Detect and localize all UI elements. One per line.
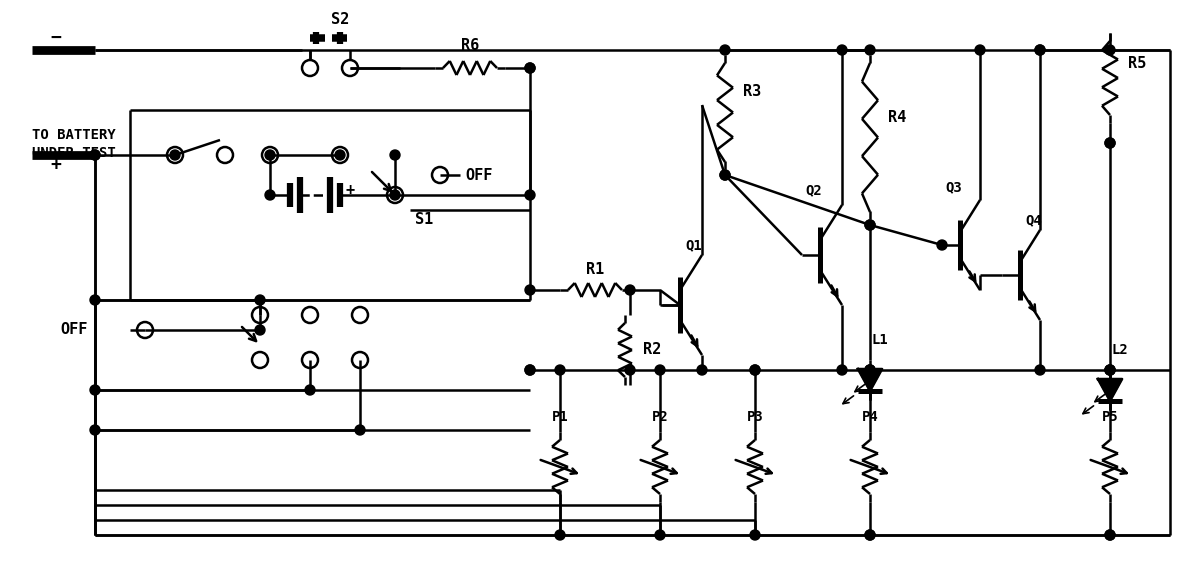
Circle shape xyxy=(721,170,730,180)
Circle shape xyxy=(750,365,760,375)
Circle shape xyxy=(1036,45,1045,55)
Circle shape xyxy=(975,45,985,55)
Circle shape xyxy=(305,385,315,395)
Circle shape xyxy=(525,365,534,375)
Text: L1: L1 xyxy=(872,333,889,347)
Circle shape xyxy=(750,530,760,540)
Circle shape xyxy=(525,285,534,295)
Text: S1: S1 xyxy=(415,212,433,227)
Circle shape xyxy=(865,365,874,375)
Circle shape xyxy=(625,365,635,375)
Circle shape xyxy=(89,150,100,160)
Text: P4: P4 xyxy=(861,410,878,424)
Circle shape xyxy=(865,365,874,375)
Circle shape xyxy=(697,365,707,375)
Text: R6: R6 xyxy=(460,38,480,54)
Circle shape xyxy=(525,63,534,73)
Circle shape xyxy=(555,365,565,375)
Circle shape xyxy=(865,220,874,230)
Circle shape xyxy=(837,45,847,55)
Text: P3: P3 xyxy=(747,410,764,424)
Text: L2: L2 xyxy=(1112,343,1129,357)
Circle shape xyxy=(721,45,730,55)
Circle shape xyxy=(1036,45,1045,55)
Text: UNDER TEST: UNDER TEST xyxy=(32,146,116,160)
Text: S2: S2 xyxy=(330,13,350,27)
Text: −: − xyxy=(50,29,61,47)
Circle shape xyxy=(89,425,100,435)
Circle shape xyxy=(525,365,534,375)
Polygon shape xyxy=(1098,379,1123,401)
Circle shape xyxy=(1105,45,1115,55)
Circle shape xyxy=(1105,530,1115,540)
Circle shape xyxy=(1105,365,1115,375)
Circle shape xyxy=(865,45,874,55)
Text: Q2: Q2 xyxy=(805,183,822,197)
Text: Q3: Q3 xyxy=(945,180,962,194)
Circle shape xyxy=(265,190,276,200)
Circle shape xyxy=(525,190,534,200)
Text: Q4: Q4 xyxy=(1025,213,1041,227)
Text: TO BATTERY: TO BATTERY xyxy=(32,128,116,142)
Text: +: + xyxy=(50,156,61,174)
Circle shape xyxy=(750,365,760,375)
Circle shape xyxy=(525,63,534,73)
Circle shape xyxy=(865,530,874,540)
Circle shape xyxy=(937,240,947,250)
Text: R1: R1 xyxy=(586,263,604,278)
Circle shape xyxy=(865,365,874,375)
Circle shape xyxy=(655,530,665,540)
Circle shape xyxy=(721,170,730,180)
Circle shape xyxy=(1105,530,1115,540)
Circle shape xyxy=(865,530,874,540)
Circle shape xyxy=(89,295,100,305)
Polygon shape xyxy=(858,369,882,391)
Circle shape xyxy=(255,325,265,335)
Text: R3: R3 xyxy=(743,85,761,99)
Circle shape xyxy=(865,220,874,230)
Text: R5: R5 xyxy=(1129,55,1146,70)
Circle shape xyxy=(89,150,100,160)
Circle shape xyxy=(837,365,847,375)
Text: Q1: Q1 xyxy=(685,238,701,252)
Circle shape xyxy=(265,150,276,160)
Circle shape xyxy=(390,190,400,200)
Circle shape xyxy=(1105,138,1115,148)
Circle shape xyxy=(169,150,180,160)
Circle shape xyxy=(625,285,635,295)
Circle shape xyxy=(555,530,565,540)
Text: P1: P1 xyxy=(551,410,568,424)
Text: R2: R2 xyxy=(643,343,661,357)
Circle shape xyxy=(655,365,665,375)
Circle shape xyxy=(1105,365,1115,375)
Circle shape xyxy=(255,295,265,305)
Text: R4: R4 xyxy=(888,110,907,124)
Text: P5: P5 xyxy=(1101,410,1118,424)
Circle shape xyxy=(1105,138,1115,148)
Circle shape xyxy=(335,150,345,160)
Circle shape xyxy=(390,150,400,160)
Circle shape xyxy=(356,425,365,435)
Text: OFF: OFF xyxy=(465,167,493,183)
Text: OFF: OFF xyxy=(60,323,87,337)
Circle shape xyxy=(1105,365,1115,375)
Text: P2: P2 xyxy=(651,410,668,424)
Circle shape xyxy=(89,385,100,395)
Circle shape xyxy=(1036,365,1045,375)
Text: +: + xyxy=(346,183,356,199)
